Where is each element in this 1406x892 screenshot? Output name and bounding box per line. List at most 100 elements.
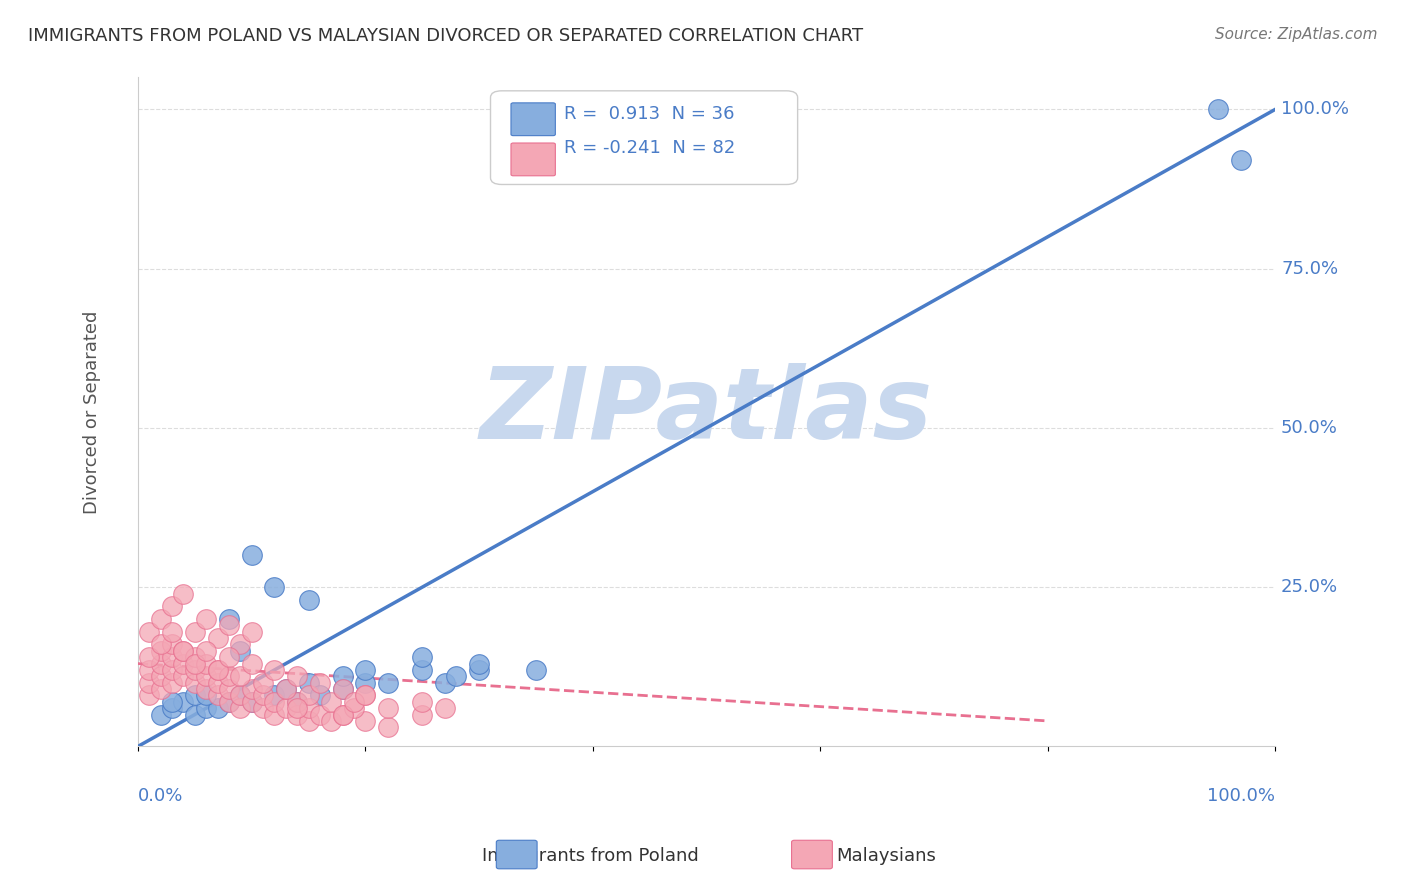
- Point: [218, 650, 240, 665]
- Point: [218, 612, 240, 626]
- Point: [195, 644, 218, 658]
- Point: [184, 675, 207, 690]
- FancyBboxPatch shape: [510, 103, 555, 136]
- Point: [434, 701, 457, 715]
- Point: [263, 580, 285, 594]
- Point: [411, 663, 433, 677]
- Point: [332, 707, 354, 722]
- Point: [240, 682, 263, 697]
- Point: [263, 663, 285, 677]
- Point: [172, 644, 194, 658]
- Point: [309, 707, 332, 722]
- Point: [195, 682, 218, 697]
- Point: [263, 689, 285, 703]
- Text: Divorced or Separated: Divorced or Separated: [83, 310, 101, 514]
- Point: [285, 695, 308, 709]
- Point: [377, 701, 399, 715]
- Point: [229, 638, 252, 652]
- Point: [184, 624, 207, 639]
- Point: [343, 695, 366, 709]
- Text: 100.0%: 100.0%: [1208, 787, 1275, 805]
- FancyBboxPatch shape: [510, 143, 555, 176]
- Text: 50.0%: 50.0%: [1281, 419, 1339, 437]
- Point: [321, 695, 343, 709]
- Point: [524, 663, 547, 677]
- Text: R = -0.241  N = 82: R = -0.241 N = 82: [564, 138, 735, 157]
- Point: [172, 657, 194, 671]
- Point: [411, 695, 433, 709]
- Point: [297, 675, 319, 690]
- Point: [218, 618, 240, 632]
- Point: [285, 707, 308, 722]
- Point: [149, 638, 172, 652]
- Point: [195, 669, 218, 683]
- FancyBboxPatch shape: [491, 91, 797, 185]
- Point: [274, 682, 297, 697]
- Point: [160, 624, 183, 639]
- Point: [184, 650, 207, 665]
- Point: [411, 650, 433, 665]
- Point: [354, 689, 377, 703]
- Point: [218, 695, 240, 709]
- Text: Source: ZipAtlas.com: Source: ZipAtlas.com: [1215, 27, 1378, 42]
- Point: [229, 669, 252, 683]
- Point: [229, 701, 252, 715]
- Point: [240, 695, 263, 709]
- Point: [263, 707, 285, 722]
- Point: [354, 675, 377, 690]
- Point: [252, 701, 274, 715]
- Point: [149, 657, 172, 671]
- Point: [207, 663, 229, 677]
- Point: [138, 650, 160, 665]
- Point: [195, 689, 218, 703]
- Text: Malaysians: Malaysians: [835, 847, 936, 865]
- Point: [218, 682, 240, 697]
- Point: [297, 701, 319, 715]
- Text: 100.0%: 100.0%: [1281, 100, 1350, 119]
- Point: [1230, 153, 1253, 168]
- Point: [468, 657, 491, 671]
- Point: [207, 631, 229, 645]
- Point: [195, 657, 218, 671]
- Point: [149, 612, 172, 626]
- Point: [149, 644, 172, 658]
- Point: [468, 663, 491, 677]
- Point: [184, 657, 207, 671]
- Point: [160, 675, 183, 690]
- Point: [285, 695, 308, 709]
- Point: [343, 701, 366, 715]
- Text: ZIPatlas: ZIPatlas: [479, 363, 934, 460]
- Point: [207, 675, 229, 690]
- Point: [297, 689, 319, 703]
- Point: [1208, 103, 1230, 117]
- Point: [321, 714, 343, 728]
- Point: [149, 682, 172, 697]
- Point: [240, 549, 263, 563]
- Point: [377, 675, 399, 690]
- Point: [160, 701, 183, 715]
- Point: [332, 682, 354, 697]
- Point: [377, 720, 399, 734]
- Point: [218, 695, 240, 709]
- Point: [252, 689, 274, 703]
- Point: [184, 707, 207, 722]
- Point: [332, 682, 354, 697]
- Point: [285, 669, 308, 683]
- Point: [354, 714, 377, 728]
- Point: [354, 689, 377, 703]
- Point: [160, 599, 183, 614]
- Point: [274, 682, 297, 697]
- Point: [172, 669, 194, 683]
- Text: IMMIGRANTS FROM POLAND VS MALAYSIAN DIVORCED OR SEPARATED CORRELATION CHART: IMMIGRANTS FROM POLAND VS MALAYSIAN DIVO…: [28, 27, 863, 45]
- Point: [160, 650, 183, 665]
- Point: [240, 624, 263, 639]
- Point: [332, 669, 354, 683]
- Text: Immigrants from Poland: Immigrants from Poland: [482, 847, 699, 865]
- Point: [297, 593, 319, 607]
- Point: [207, 663, 229, 677]
- Point: [184, 689, 207, 703]
- Point: [240, 695, 263, 709]
- Point: [240, 657, 263, 671]
- Point: [160, 663, 183, 677]
- Point: [195, 612, 218, 626]
